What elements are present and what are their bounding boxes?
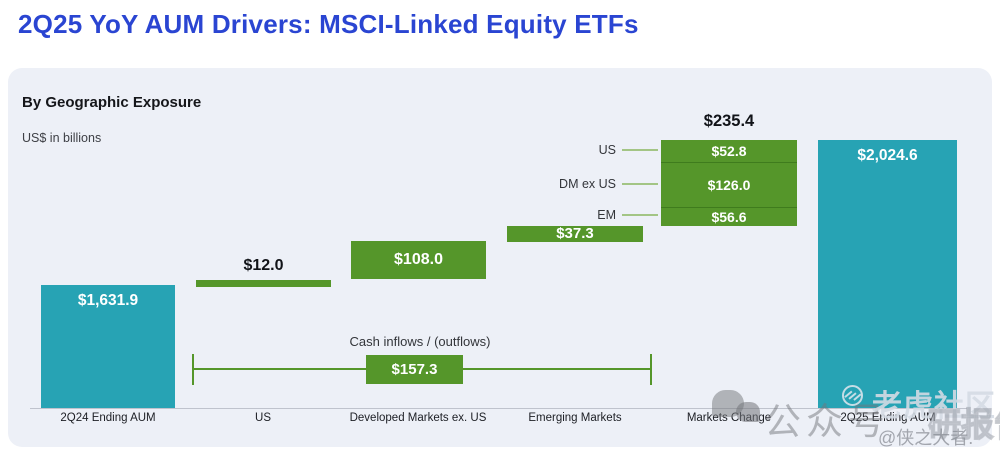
x-label-developed-markets-ex-us: Developed Markets ex. US (349, 412, 487, 424)
bar-us-flow (196, 280, 331, 287)
chart-subtitle: By Geographic Exposure (22, 94, 202, 111)
bar-value-label: $108.0 (394, 251, 443, 268)
bar-2q25-ending-aum: $2,024.6 (818, 140, 957, 408)
x-label-markets-change: Markets Change (686, 412, 772, 424)
leader-label: EM (597, 208, 616, 222)
x-axis-line (30, 408, 967, 409)
bar-us-value-label: $12.0 (243, 257, 284, 274)
bar-2q24-ending-aum: $1,631.9 (41, 285, 175, 408)
bar-value-label: $1,631.9 (77, 292, 139, 309)
segment-dm-ex-us: $126.0 (661, 162, 797, 207)
bar-value-label: $2,024.6 (857, 147, 918, 164)
page-title: 2Q25 YoY AUM Drivers: MSCI-Linked Equity… (18, 9, 639, 39)
segment-us: $52.8 (661, 140, 797, 162)
x-label-us: US (255, 412, 271, 424)
leader-line (622, 149, 658, 151)
segment-value-label: $52.8 (711, 143, 747, 159)
cash-flows-total-box: $157.3 (366, 355, 463, 384)
leader-row-em: EM (480, 208, 658, 222)
leader-line (622, 183, 658, 185)
segment-value-label: $56.6 (711, 209, 747, 225)
x-label-emerging-markets: Emerging Markets (528, 412, 622, 424)
leader-line (622, 214, 658, 216)
cash-flows-total-label: $157.3 (391, 361, 438, 378)
bracket-tick-left (192, 354, 194, 385)
x-label-2q25-ending-aum: 2Q25 Ending AUM (840, 412, 936, 424)
leader-label: DM ex US (559, 177, 616, 191)
leader-label: US (598, 143, 616, 157)
chart-units-label: US$ in billions (22, 131, 102, 145)
bracket-tick-right (650, 354, 652, 385)
markets-change-total-label: $235.4 (703, 112, 755, 130)
bar-developed-markets-ex-us: $108.0 (351, 241, 486, 279)
x-label-2q24-ending-aum: 2Q24 Ending AUM (60, 412, 156, 424)
bar-emerging-markets: $37.3 (507, 226, 643, 242)
bar-value-label: $37.3 (556, 225, 594, 242)
leader-row-us: US (480, 143, 658, 157)
bar-markets-change-stack: $52.8 $126.0 $56.6 (661, 140, 797, 227)
cash-flows-caption: Cash inflows / (outflows) (349, 334, 491, 349)
segment-em: $56.6 (661, 207, 797, 226)
leader-row-dm-ex-us: DM ex US (480, 177, 658, 191)
segment-value-label: $126.0 (707, 177, 751, 193)
